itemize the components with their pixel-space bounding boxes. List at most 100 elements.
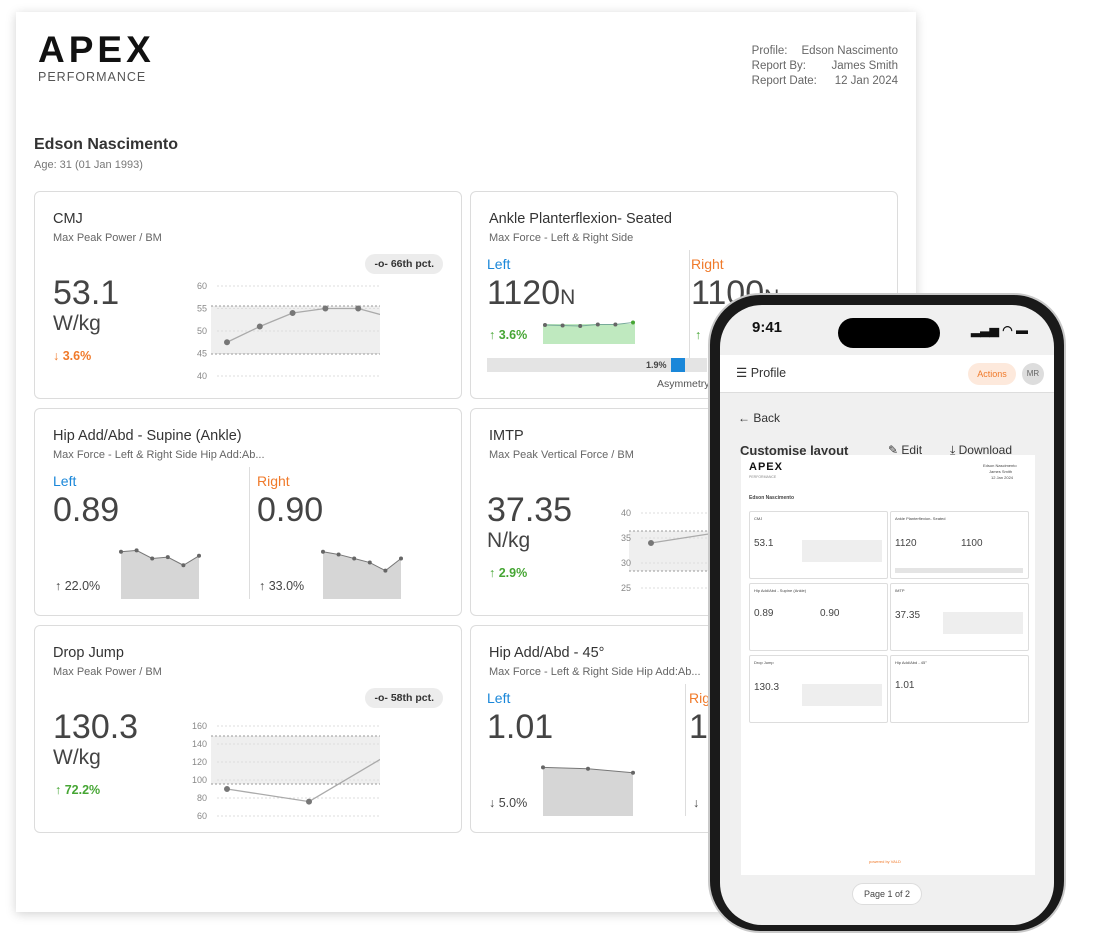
card-subtitle: Max Peak Vertical Force / BM	[489, 449, 634, 461]
data-point	[256, 323, 263, 330]
mini-meta-date: 12 Jan 2024	[991, 475, 1014, 480]
mini-title: Ankle Planterflexion- Seated	[895, 516, 946, 521]
asymmetry-bar	[487, 358, 707, 372]
divider	[249, 467, 250, 599]
status-icons: ▂▃▅ ◠ ▬	[971, 323, 1028, 337]
tick-label: 100	[192, 775, 207, 785]
download-button[interactable]: ⤓ Download	[950, 443, 1012, 458]
apex-logo: APEX PERFORMANCE	[38, 31, 155, 84]
tick-label: 120	[192, 757, 207, 767]
data-point	[541, 765, 545, 770]
data-point	[321, 549, 325, 554]
mini-title: Hip Add/Abd - Supine (Ankle)	[754, 588, 807, 593]
tick-label: 140	[192, 739, 207, 749]
change-indicator: ↑ 72.2%	[55, 783, 101, 797]
right-change: ↑	[695, 328, 702, 342]
logo-sub-text: PERFORMANCE	[38, 70, 147, 84]
tick-label: 160	[192, 721, 207, 731]
imtp-chart: 40 35 30 25	[621, 508, 711, 593]
right-label: Rig	[689, 690, 711, 706]
tick-label: 40	[197, 371, 207, 381]
mini-title: CMJ	[754, 516, 763, 521]
profile-menu[interactable]: ☰ Profile	[736, 365, 786, 380]
left-change: ↑ 22.0%	[55, 579, 101, 593]
norm-band	[211, 736, 380, 784]
download-label: Download	[958, 443, 1013, 457]
section-title: Customise layout	[740, 443, 849, 458]
data-point	[367, 560, 372, 565]
metric-value: 53.1	[53, 274, 120, 312]
page-indicator[interactable]: Page 1 of 2	[852, 883, 922, 905]
mini-card-imtp: IMTP 37.35	[890, 583, 1029, 651]
mini-card-ankle: Ankle Planterflexion- Seated 1120 1100	[890, 511, 1029, 579]
metric-unit: W/kg	[53, 312, 101, 335]
mini-value-right: 0.90	[820, 608, 840, 619]
data-point	[383, 568, 388, 573]
drop-jump-card[interactable]: Drop Jump Max Peak Power / BM -o- 58th p…	[34, 625, 462, 833]
mini-logo: APEX	[749, 461, 783, 473]
mini-asym-bar	[895, 568, 1023, 573]
mini-athlete-name: Edson Nascimento	[749, 495, 795, 501]
mini-card-hip-supine: Hip Add/Abd - Supine (Ankle) 0.89 0.90	[749, 583, 888, 651]
data-point	[613, 322, 618, 327]
pencil-icon: ✎	[888, 443, 902, 457]
left-area-chart	[541, 765, 635, 816]
tick-label: 50	[197, 326, 207, 336]
phone-screen: 9:41 ▂▃▅ ◠ ▬ ☰ Profile Actions MR ← Back…	[720, 305, 1054, 925]
data-point	[181, 563, 186, 568]
mini-title: IMTP	[895, 588, 905, 593]
tick-label: 25	[621, 583, 631, 593]
actions-button[interactable]: Actions	[968, 363, 1016, 385]
cmj-chart: 60 55 50 45 40	[197, 281, 380, 381]
data-point	[586, 766, 590, 771]
left-value: 0.89	[53, 491, 120, 529]
area-fill	[121, 550, 199, 599]
avatar[interactable]: MR	[1022, 363, 1044, 385]
change-indicator: ↓ 3.6%	[53, 349, 92, 363]
right-label: Right	[691, 256, 724, 272]
data-point	[134, 548, 139, 553]
left-unit: N	[560, 286, 576, 309]
meta-profile-label: Profile:	[751, 45, 788, 57]
card-subtitle: Max Force - Left & Right Side Hip Add:Ab…	[489, 666, 701, 678]
mini-title: Hip Add/Abd - 45°	[895, 660, 927, 665]
left-value: 1120N	[487, 276, 575, 310]
data-point	[322, 305, 329, 312]
percentile-icon: -o-	[374, 692, 391, 704]
hamburger-icon[interactable]: ☰	[736, 366, 751, 380]
meta-date-label: Report Date:	[751, 75, 817, 87]
download-icon: ⤓	[950, 443, 959, 457]
divider	[685, 684, 686, 816]
right-value: 1	[689, 708, 708, 746]
edit-button[interactable]: ✎ Edit	[888, 443, 922, 457]
data-point	[631, 770, 635, 775]
data-point	[150, 556, 155, 561]
mini-meta-reportby: James Smith	[989, 469, 1013, 474]
card-subtitle: Max Peak Power / BM	[53, 666, 162, 678]
meta-reportby-value: James Smith	[831, 60, 898, 72]
mini-chart	[802, 540, 882, 562]
athlete-name: Edson Nascimento	[34, 136, 179, 153]
percentile-icon: -o-	[374, 258, 391, 270]
card-title: Ankle Planterflexion- Seated	[489, 211, 672, 227]
asymmetry-marker	[671, 358, 685, 372]
data-point	[165, 555, 170, 560]
change-indicator: ↑ 2.9%	[489, 566, 528, 580]
area-fill	[323, 551, 401, 599]
left-change: ↓ 5.0%	[489, 796, 528, 810]
hip-supine-card[interactable]: Hip Add/Abd - Supine (Ankle) Max Force -…	[34, 408, 462, 616]
card-title: Drop Jump	[53, 645, 124, 661]
back-button[interactable]: ← Back	[738, 411, 780, 425]
tick-label: 35	[621, 533, 631, 543]
right-label: Right	[257, 473, 290, 489]
series-line	[650, 532, 711, 544]
divider	[689, 250, 690, 360]
tick-label: 60	[197, 811, 207, 821]
powered-by: powered by VALD	[869, 859, 901, 864]
spark-area	[543, 324, 635, 344]
cmj-card[interactable]: CMJ Max Peak Power / BM -o- 66th pct. 53…	[34, 191, 462, 399]
data-point	[224, 339, 230, 346]
meta-date-value: 12 Jan 2024	[834, 75, 898, 87]
norm-band	[629, 531, 711, 571]
asymmetry-value: 1.9%	[646, 360, 667, 370]
